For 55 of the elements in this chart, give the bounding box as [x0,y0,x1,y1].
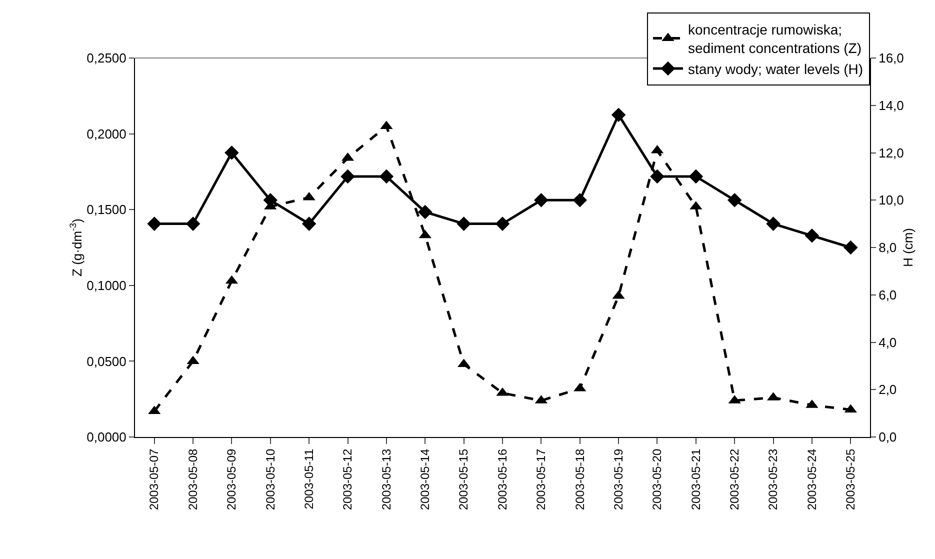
x-tick-label: 2003-05-21 [688,448,703,510]
y-tick-label: 0,2500 [86,50,126,66]
y2-tick-label: 0,0 [878,430,897,445]
x-tick-label: 2003-05-12 [340,448,355,510]
x-tick-label: 2003-05-07 [147,448,162,510]
y2-tick-label: 8,0 [878,240,897,256]
x-tick-label: 2003-05-08 [186,448,200,510]
x-tick-label: 2003-05-10 [263,448,278,510]
y2-axis-title: H (cm) [900,228,916,267]
legend-label: koncentracje rumowiska; sediment concentrations (Z) [688,22,862,56]
point [766,216,780,231]
x-tick-label: 2003-05-22 [728,448,742,510]
x-tick-label: 2003-05-16 [495,448,510,510]
y-tick-label: 0,2000 [86,126,126,142]
legend-label: stany wody; water levels (H) [688,60,864,77]
point [495,216,510,231]
point [147,216,162,231]
point [456,216,471,231]
point [379,169,394,184]
point [340,169,355,184]
y2-tick-label: 4,0 [878,334,897,350]
y-tick-label: 0,1000 [86,278,126,293]
x-tick-label: 2003-05-18 [572,448,587,510]
x-tick-label: 2003-05-19 [611,448,626,510]
point [302,216,316,231]
x-tick-label: 2003-05-09 [224,448,239,510]
point [650,169,664,184]
point [224,146,239,160]
point [844,240,858,255]
point [611,108,626,122]
point [804,228,820,243]
point [572,192,588,208]
x-tick-label: 2003-05-17 [534,448,548,510]
point [688,169,704,184]
y2-tick-label: 16,0 [878,50,904,66]
y-tick-label: 0,0500 [86,354,126,369]
y2-tick-label: 6,0 [878,287,897,302]
y2-tick-label: 14,0 [878,98,904,113]
y-tick-label: 0,1500 [86,202,126,218]
point [727,192,742,208]
x-tick-label: 2003-05-14 [418,448,432,510]
point [186,216,200,231]
x-tick-label: 2003-05-15 [456,448,471,510]
x-tick-label: 2003-05-20 [650,448,664,510]
x-tick-label: 2003-05-11 [302,448,316,510]
y2-tick-label: 2,0 [878,382,897,398]
x-tick-label: 2003-05-23 [766,448,780,510]
y2-tick-label: 10,0 [878,192,904,208]
x-tick-label: 2003-05-24 [804,448,819,510]
x-tick-label: 2003-05-25 [844,448,858,510]
point [534,192,548,208]
x-tick-label: 2003-05-13 [379,448,394,510]
point [418,204,432,220]
y-tick-label: 0,0000 [86,430,126,445]
y2-tick-label: 12,0 [878,145,904,160]
